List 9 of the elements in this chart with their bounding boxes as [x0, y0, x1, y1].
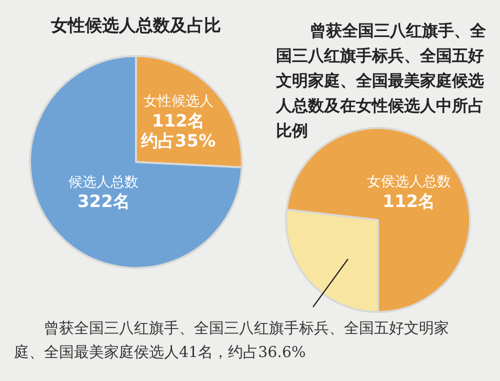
data-label: 322名: [77, 192, 130, 212]
chart-title: 曾获全国三八红旗手、全国三八红旗手标兵、全国五好文明家庭、全国最美家庭候选人总数及在女性候选人中所占比例: [276, 20, 487, 142]
slice-label: 候选人总数: [68, 174, 139, 190]
data-label: 112名: [382, 192, 436, 212]
chart-title: 女性候选人总数及占比: [50, 15, 222, 37]
slice-label: 女性候选人: [143, 93, 214, 110]
data-label: 112名约占35%: [140, 111, 216, 152]
text: 曾获全国三八红旗手、全国三八红旗手标兵、全国五好文明家庭、全国最美家庭侯选人41名，约占36.6%: [14, 318, 450, 363]
slice-label: 女侯选人总数: [366, 174, 451, 190]
